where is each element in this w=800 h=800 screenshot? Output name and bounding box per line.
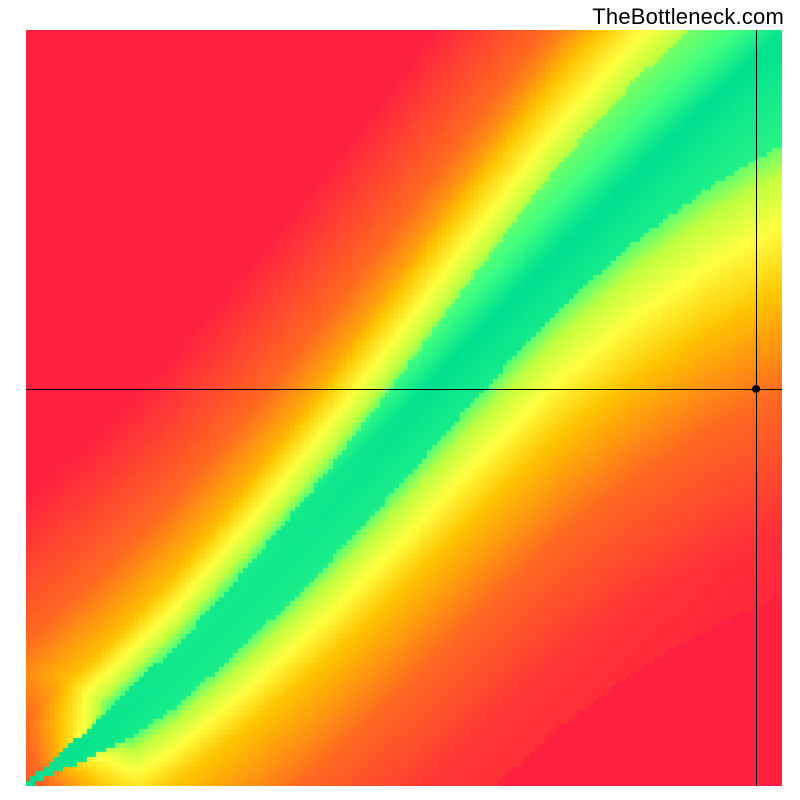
heatmap-canvas [26,30,782,786]
crosshair-vertical [756,30,757,786]
crosshair-horizontal [26,389,782,390]
crosshair-marker [752,385,760,393]
watermark-text: TheBottleneck.com [592,4,784,30]
plot-area [26,30,782,786]
